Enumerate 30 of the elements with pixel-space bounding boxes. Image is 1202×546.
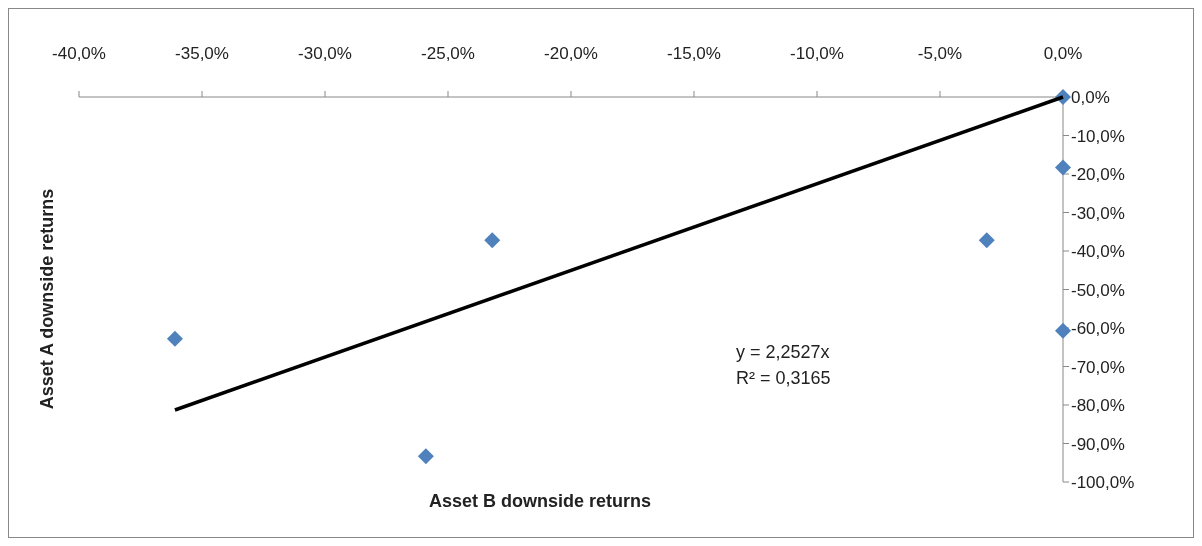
y-tick-label: -60,0% (1071, 319, 1125, 339)
x-tick-label: -40,0% (52, 44, 106, 63)
y-tick-label: -80,0% (1071, 396, 1125, 416)
point (1055, 322, 1071, 339)
annotation: y = 2,2527x (736, 341, 831, 364)
x-tick-label: -5,0% (917, 44, 963, 63)
x-tick-label: -35,0% (175, 44, 229, 63)
y-tick-label: -30,0% (1071, 203, 1125, 223)
x-tick-label: -30,0% (298, 44, 352, 63)
y-tick-label: -90,0% (1071, 434, 1125, 454)
point (1055, 159, 1071, 176)
x-tick-label: -25,0% (421, 44, 475, 63)
y-tick-label: -70,0% (1071, 357, 1125, 377)
x-tick-label: -10,0% (790, 44, 844, 63)
x-tick-label: -20,0% (544, 44, 598, 63)
point (978, 232, 995, 249)
y-tick-label: -40,0% (1071, 242, 1125, 262)
y-tick-label: -100,0% (1071, 473, 1135, 493)
y-tick-label: 0,0% (1071, 88, 1110, 108)
y-axis-title: Asset A downside returns (36, 188, 58, 410)
point (417, 448, 434, 465)
x-tick-label: 0,0% (1043, 44, 1083, 63)
annotation: R² = 0,3165 (736, 367, 831, 390)
x-tick-label: -15,0% (667, 44, 721, 63)
point (166, 330, 183, 347)
x-axis-title: Asset B downside returns (429, 491, 652, 512)
y-tick-label: -50,0% (1071, 280, 1125, 300)
point (484, 232, 501, 249)
y-tick-label: -10,0% (1071, 126, 1125, 146)
y-tick-label: -20,0% (1071, 165, 1125, 185)
